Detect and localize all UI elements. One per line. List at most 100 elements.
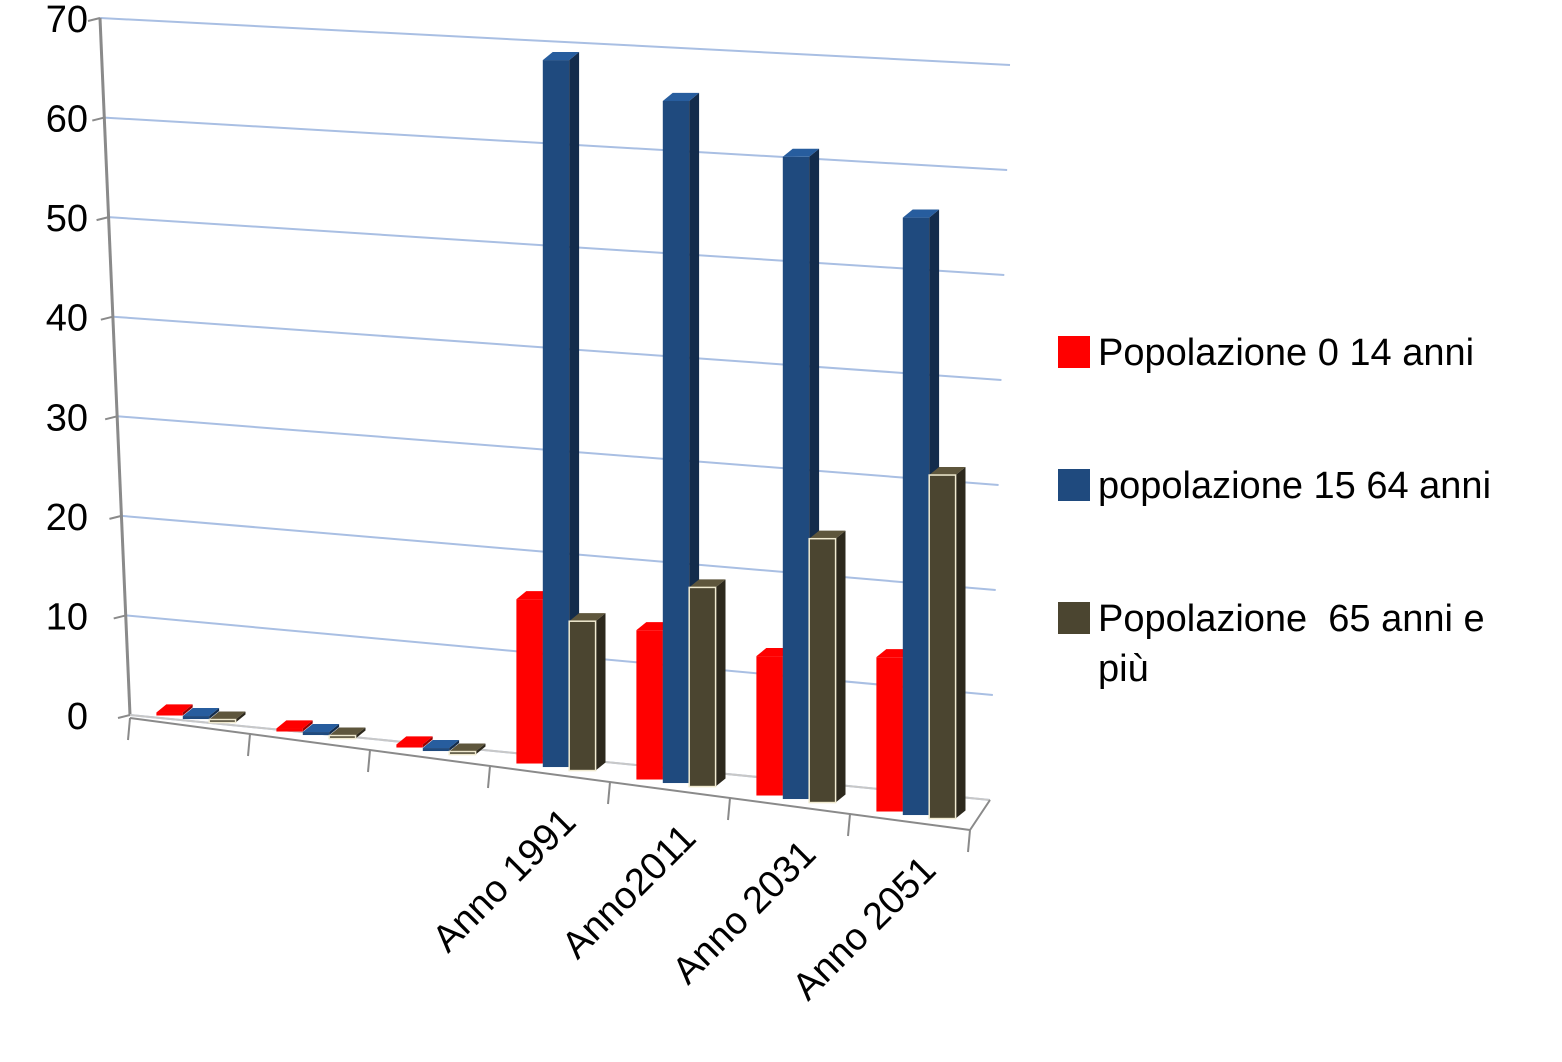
y-tick-label: 30 <box>46 397 88 439</box>
legend-label: Popolazione 0 14 anni <box>1098 332 1474 374</box>
bar-65-plus <box>689 587 716 787</box>
bar-15-64-top <box>662 92 700 101</box>
y-tick-mark <box>113 614 126 620</box>
x-tick-mark <box>367 749 371 773</box>
bar-15-64-side <box>329 723 340 736</box>
bar-65-plus-side <box>835 530 846 803</box>
bar-15-64-top <box>782 148 820 157</box>
bar-65-plus-top <box>809 530 846 539</box>
bar-65-plus <box>209 719 236 723</box>
bar-outline <box>568 620 597 772</box>
bar-outline <box>928 474 957 820</box>
x-axis-line <box>129 717 971 831</box>
y-tick-mark <box>96 216 109 222</box>
bar-15-64-side <box>569 51 580 768</box>
bar-15-64 <box>662 100 690 784</box>
bar-0-14 <box>396 744 423 748</box>
bar-15-64-top <box>902 209 940 218</box>
bar-15-64 <box>302 732 330 736</box>
bar-65-plus-side <box>355 727 366 739</box>
bar-0-14 <box>156 712 183 716</box>
bars <box>156 51 966 820</box>
y-tick-label: 10 <box>46 596 88 638</box>
y-tick-label: 40 <box>46 298 88 340</box>
y-tick-label: 0 <box>67 696 88 738</box>
bar-65-plus-top <box>689 579 726 588</box>
bar-15-64 <box>182 716 210 720</box>
bar-65-plus <box>569 621 596 771</box>
bar-15-64-top <box>542 51 580 61</box>
bar-15-64 <box>902 217 930 816</box>
bar-15-64-side <box>209 707 220 720</box>
bar-65-plus-top <box>329 727 366 736</box>
bar-65-plus-top <box>569 613 606 622</box>
bar-0-14 <box>756 656 783 796</box>
y-tick-mark <box>104 415 118 421</box>
bar-65-plus <box>809 538 836 803</box>
legend-swatch <box>1058 602 1090 634</box>
bar-0-14-top <box>156 704 193 713</box>
bar-65-plus-side <box>595 613 606 771</box>
floor-right-edge <box>969 799 991 831</box>
bar-0-14 <box>636 630 663 780</box>
x-tick-mark <box>247 733 251 757</box>
bar-0-14-top <box>396 736 433 745</box>
bar-15-64-side <box>449 739 460 752</box>
bar-65-plus <box>929 475 956 819</box>
x-tick-mark <box>727 797 731 821</box>
y-tick-label: 20 <box>46 497 88 539</box>
legend-label: più <box>1098 648 1149 690</box>
bar-65-plus-top <box>929 466 966 476</box>
y-tick-mark <box>109 514 122 520</box>
x-tick-mark <box>487 765 491 789</box>
y-tick-mark <box>117 714 131 719</box>
bar-15-64-top <box>302 723 340 733</box>
legend-swatch <box>1058 469 1090 501</box>
bar-15-64-top <box>422 739 460 749</box>
y-tick-mark <box>100 315 114 321</box>
gridline <box>99 17 1011 66</box>
bar-65-plus-side <box>235 711 246 723</box>
legend-label: popolazione 15 64 anni <box>1098 465 1491 507</box>
y-tick-mark <box>92 116 105 122</box>
legend: Popolazione 0 14 anni popolazione 15 64 a… <box>1058 332 1491 690</box>
bar-0-14 <box>876 657 903 812</box>
y-axis-line <box>98 17 132 716</box>
bar-65-plus <box>329 735 356 739</box>
bar-0-14 <box>276 728 303 732</box>
y-tick-label: 50 <box>46 198 88 240</box>
bar-outline <box>688 586 717 788</box>
x-tick-mark <box>127 717 131 741</box>
legend-swatch <box>1058 336 1090 368</box>
bar-65-plus <box>449 751 476 755</box>
bar-15-64 <box>422 748 450 752</box>
bar-0-14-top <box>276 720 313 729</box>
bar-0-14 <box>516 599 543 764</box>
bar-0-14-side <box>422 736 433 748</box>
bar-outline <box>208 718 237 724</box>
bar-outline <box>328 734 357 740</box>
bar-65-plus-top <box>449 743 486 752</box>
y-tick-mark <box>87 17 101 22</box>
bar-65-plus-side <box>475 743 486 755</box>
bar-outline <box>808 537 837 804</box>
bar-15-64 <box>542 60 570 768</box>
y-tick-label: 60 <box>46 99 88 141</box>
bar-65-plus-side <box>955 466 966 819</box>
bar-65-plus-side <box>715 579 726 787</box>
bar-0-14-side <box>182 704 193 716</box>
bar-0-14-side <box>302 720 313 732</box>
bar-15-64 <box>782 156 810 800</box>
y-tick-labels: 0 10 20 30 40 50 60 70 <box>46 0 88 738</box>
bar-outline <box>448 750 477 756</box>
x-tick-mark <box>847 813 851 837</box>
bar-15-64-top <box>182 707 220 717</box>
x-tick-mark <box>607 781 611 805</box>
legend-label: Popolazione 65 anni e <box>1098 598 1485 640</box>
bar-65-plus-top <box>209 711 246 720</box>
x-tick-mark <box>967 829 971 853</box>
y-tick-label: 70 <box>46 0 88 41</box>
